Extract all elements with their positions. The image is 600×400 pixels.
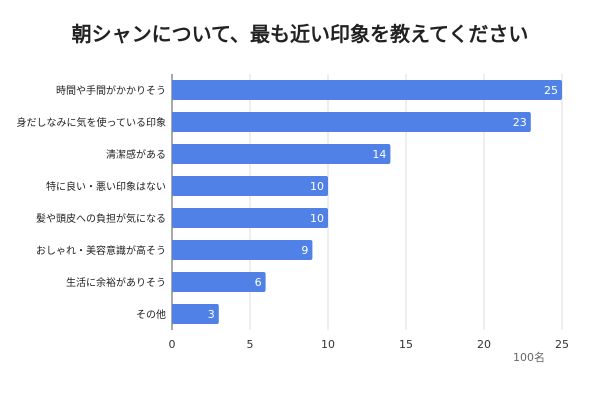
x-tick-label: 25 [555,338,569,351]
chart-title: 朝シャンについて、最も近い印象を教えてください [71,22,529,46]
bar-value-label: 14 [372,148,386,161]
category-label: 生活に余裕がありそう [66,276,166,289]
bar [172,80,562,100]
bar-value-label: 23 [513,116,527,129]
bar [172,304,219,324]
bar-value-label: 9 [301,244,308,257]
bar [172,144,391,164]
bar-value-label: 10 [310,180,324,193]
x-tick-label: 20 [477,338,491,351]
category-label: おしゃれ・美容意識が高そう [36,244,166,257]
bar [172,176,328,196]
x-tick-label: 15 [399,338,413,351]
bar [172,272,266,292]
x-tick-labels: 0 5 10 15 20 25 [169,338,570,351]
bar-value-label: 3 [208,308,215,321]
bar-value-label: 25 [544,84,558,97]
category-label: 髪や頭皮への負担が気になる [36,212,166,225]
bar-value-label: 6 [255,276,262,289]
category-label: 時間や手間がかかりそう [56,84,166,97]
category-labels: 時間や手間がかかりそう身だしなみに気を使っている印象清潔感がある特に良い・悪い印… [17,84,167,321]
x-tick-label: 5 [247,338,254,351]
x-unit-label: 100名 [513,350,545,364]
bar-value-label: 10 [310,212,324,225]
bar [172,208,328,228]
x-tick-label: 0 [169,338,176,351]
bar [172,112,531,132]
category-label: その他 [136,308,166,321]
bar [172,240,313,260]
category-label: 身だしなみに気を使っている印象 [17,116,167,129]
category-label: 清潔感がある [106,148,166,161]
x-tick-label: 10 [321,338,335,351]
category-label: 特に良い・悪い印象はない [46,180,166,193]
bars-group: 25 23 14 10 10 9 6 3 [172,80,562,324]
